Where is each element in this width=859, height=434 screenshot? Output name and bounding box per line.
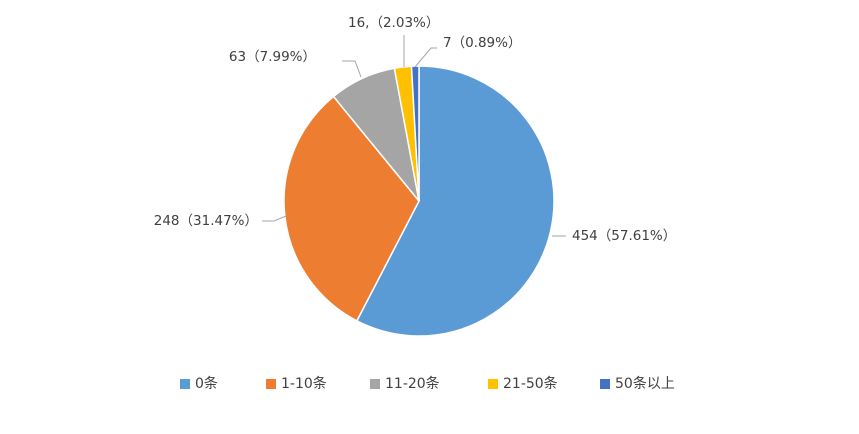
leader-line-11-20-2 [342,60,362,78]
leader-line-50-4 [414,47,437,68]
legend-item-0-0: 0条 [180,375,218,392]
leader-line-1-10-1 [262,215,287,222]
legend: 0条 1-10条 11-20条 21-50条 50条以上 [180,375,675,392]
legend-swatch-0-0 [180,379,190,389]
data-label-21-50-3: 16,（2.03%） [348,15,439,31]
legend-swatch-21-50-3 [488,379,498,389]
legend-label-0-0: 0条 [195,375,218,392]
legend-label-50-4: 50条以上 [615,375,675,392]
legend-swatch-1-10-1 [266,379,276,389]
legend-item-11-20-2: 11-20条 [370,375,440,392]
legend-label-21-50-3: 21-50条 [503,375,558,392]
data-label-50-4: 7（0.89%） [443,35,521,51]
legend-item-21-50-3: 21-50条 [488,375,558,392]
data-label-11-20-2: 63（7.99%） [229,49,316,65]
pie-slice-0-0 [355,65,555,337]
pie-slice-1-10-1 [283,95,420,322]
legend-label-1-10-1: 1-10条 [281,375,327,392]
data-labels-layer: 454（57.61%） 248（31.47%） 63（7.99%） 16,（2.03%… [154,15,677,244]
legend-label-11-20-2: 11-20条 [385,375,440,392]
legend-swatch-50-4 [600,379,610,389]
legend-swatch-11-20-2 [370,379,380,389]
data-label-0-0: 454（57.61%） [572,228,676,244]
legend-item-50-4: 50条以上 [600,375,675,392]
slices-layer [283,65,555,337]
leader-lines-layer [262,35,566,237]
legend-item-1-10-1: 1-10条 [266,375,327,392]
data-label-1-10-1: 248（31.47%） [154,213,258,229]
